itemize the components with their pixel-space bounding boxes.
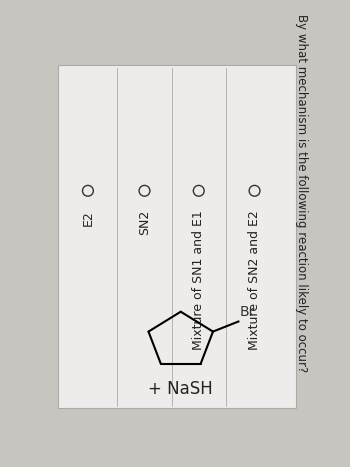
Text: E2: E2 — [82, 210, 95, 226]
Text: By what mechanism is the following reaction likely to occur?: By what mechanism is the following react… — [295, 14, 308, 372]
Text: Mixture of SN2 and E2: Mixture of SN2 and E2 — [248, 210, 261, 350]
Text: Mixture of SN1 and E1: Mixture of SN1 and E1 — [192, 210, 205, 350]
Text: SN2: SN2 — [138, 210, 151, 235]
FancyBboxPatch shape — [58, 65, 296, 408]
